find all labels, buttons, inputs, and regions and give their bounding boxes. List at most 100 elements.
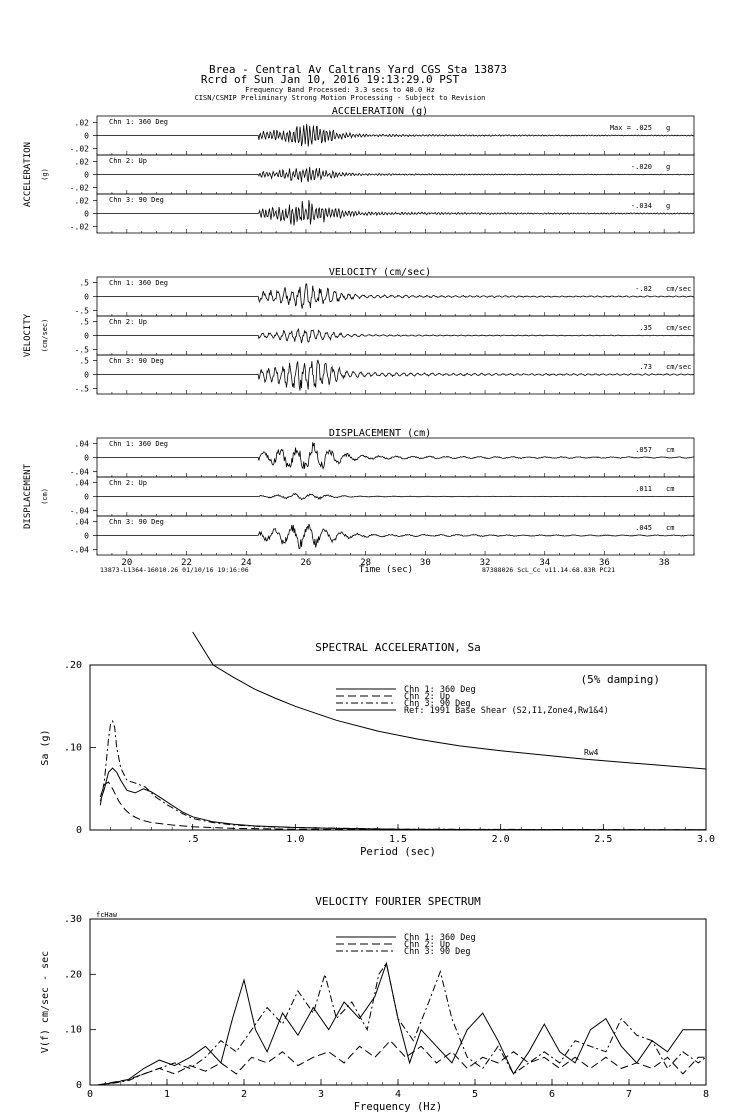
time-tick-label: 26: [301, 558, 312, 568]
legend-entry: Chn 3: 90 Deg: [404, 947, 471, 957]
record-time: Rcrd of Sun Jan 10, 2016 19:13:29.0 PST: [201, 73, 460, 86]
amplitude-tick-label: .5: [79, 318, 89, 327]
x-tick-label: 7: [626, 1089, 632, 1100]
x-tick-label: 3.0: [697, 834, 715, 845]
time-tick-label: 22: [181, 558, 192, 568]
waveform-trace: [97, 493, 695, 501]
x-tick-label: 2: [241, 1089, 247, 1100]
time-series-panel: ACCELERATION (g) ACCELERATION (g) .02 0 -.02 C…: [23, 106, 695, 575]
legend-entry: Chn 2: Up: [404, 692, 450, 702]
y-tick-label: 0: [76, 1080, 82, 1091]
damping-note: (5% damping): [581, 673, 660, 686]
channel-name: Chn 3: 90 Deg: [109, 357, 164, 365]
channel-peak: .011: [635, 485, 652, 493]
amplitude-tick-label: -.04: [70, 507, 89, 516]
x-tick-label: 1: [164, 1089, 170, 1100]
amplitude-tick-label: 0: [84, 210, 89, 219]
channel-unit: cm/sec: [666, 285, 691, 293]
amplitude-tick-label: .02: [75, 119, 90, 128]
channel-peak: -.020: [631, 163, 652, 171]
series-line: [97, 1039, 706, 1085]
group-title: VELOCITY (cm/sec): [329, 267, 431, 278]
x-tick-label: 3: [318, 1089, 324, 1100]
channel-unit: g: [666, 163, 670, 171]
legend-entry: Chn 1: 360 Deg: [404, 685, 476, 695]
legend-entry: Chn 3: 90 Deg: [404, 699, 471, 709]
amplitude-tick-label: 0: [84, 171, 89, 180]
channel-peak: .73: [639, 363, 652, 371]
channel-peak: -.82: [635, 285, 652, 293]
group-side-label: DISPLACEMENT: [23, 463, 33, 529]
channel-peak: .35: [639, 324, 652, 332]
x-tick-label: 0: [87, 1089, 93, 1100]
amplitude-tick-label: 0: [84, 493, 89, 502]
channel-name: Chn 1: 360 Deg: [109, 440, 168, 448]
group-unit-label: (g): [41, 168, 49, 181]
group-title: ACCELERATION (g): [332, 106, 428, 117]
plot-frame: [89, 664, 707, 831]
amplitude-tick-label: 0: [84, 371, 89, 380]
time-tick-label: 28: [360, 558, 371, 568]
y-tick-label: .20: [64, 969, 82, 980]
x-tick-label: 4: [395, 1089, 401, 1100]
group-side-label: ACCELERATION: [23, 142, 33, 207]
time-axis-label: Time (sec): [359, 565, 413, 575]
spectrum-corner-label: fcHaw: [96, 911, 118, 919]
x-tick-label: 8: [703, 1089, 709, 1100]
amplitude-tick-label: -.02: [70, 223, 89, 232]
footer-left-id: 13873-L1364-16010.26 01/10/16 19:16:06: [100, 566, 249, 574]
amplitude-tick-label: -.02: [70, 145, 89, 154]
x-tick-label: 2.0: [492, 834, 510, 845]
spectral-acceleration-chart: SPECTRAL ACCELERATION, Sa .5 1.0 1.5 2.0 2.5 3…: [40, 631, 715, 858]
channel-name: Chn 2: Up: [109, 318, 147, 326]
amplitude-tick-label: .04: [75, 439, 90, 448]
amplitude-tick-label: -.5: [75, 306, 90, 315]
x-tick-label: 2.5: [594, 834, 612, 845]
y-tick-label: .20: [64, 660, 82, 671]
channel-peak: Max = .025: [610, 124, 652, 132]
amplitude-tick-label: .02: [75, 158, 90, 167]
y-tick-label: .10: [64, 1025, 82, 1036]
legend-entry: Chn 2: Up: [404, 940, 450, 950]
amplitude-tick-label: 0: [84, 132, 89, 141]
waveform-trace: [97, 166, 695, 183]
reference-curve-label: Rw4: [584, 748, 599, 757]
channel-peak: -.034: [631, 202, 652, 210]
frequency-band: Frequency Band Processed: 3.3 secs to 40…: [245, 86, 435, 94]
amplitude-tick-label: .5: [79, 279, 89, 288]
group-unit-label: (cm): [41, 488, 49, 505]
amplitude-tick-label: -.04: [70, 468, 89, 477]
legend-entry: Chn 1: 360 Deg: [404, 933, 476, 943]
x-tick-label: 1.5: [389, 834, 407, 845]
plot-frame: [89, 918, 707, 1086]
amplitude-tick-label: 0: [84, 293, 89, 302]
amplitude-tick-label: 0: [84, 454, 89, 463]
chart-title: VELOCITY FOURIER SPECTRUM: [315, 895, 481, 908]
group-title: DISPLACEMENT (cm): [329, 428, 431, 439]
time-tick-label: 34: [539, 558, 550, 568]
channel-unit: cm/sec: [666, 363, 691, 371]
time-tick-label: 38: [659, 558, 670, 568]
series-line: [99, 719, 706, 830]
amplitude-tick-label: 0: [84, 332, 89, 341]
velocity-fourier-chart: VELOCITY FOURIER SPECTRUM 0 1 2 3 4 5 6 7 8 .30 .20…: [40, 895, 709, 1113]
waveform-trace: [97, 523, 695, 550]
time-tick-label: 36: [599, 558, 610, 568]
amplitude-tick-label: .04: [75, 478, 90, 487]
y-tick-label: 0: [76, 825, 82, 836]
footer-right-id: 87388026 ScL_Cc v11.14.68.83R PC21: [482, 566, 615, 574]
x-tick-label: .5: [187, 834, 199, 845]
channel-unit: g: [666, 202, 670, 210]
time-tick-label: 24: [241, 558, 252, 568]
processing-note: CISN/CSMIP Preliminary Strong Motion Pro…: [195, 94, 486, 102]
legend-entry: Ref: 1991 Base Shear (S2,I1,Zone4,Rw1&4): [404, 706, 609, 716]
series-line: [97, 961, 706, 1085]
time-tick-label: 32: [480, 558, 491, 568]
y-axis-label: V(f) cm/sec - sec: [40, 951, 51, 1053]
waveform-trace: [97, 123, 695, 147]
x-tick-label: 1.0: [286, 834, 304, 845]
amplitude-tick-label: -.04: [70, 546, 89, 555]
series-line: [99, 781, 706, 830]
waveform-trace: [97, 442, 695, 470]
